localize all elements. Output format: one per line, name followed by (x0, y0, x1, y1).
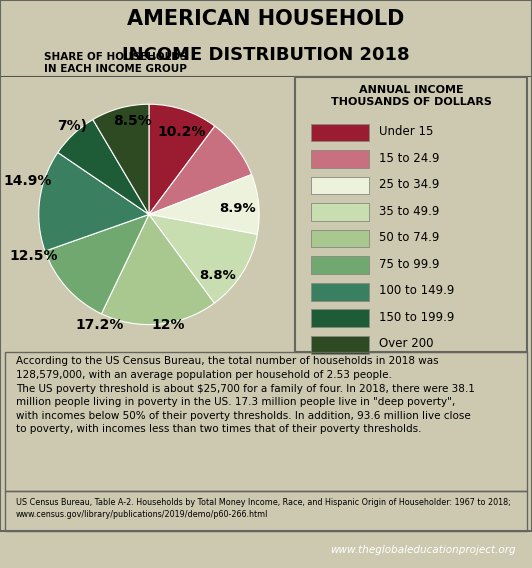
Bar (311, 203, 369, 221)
Text: 100 to 149.9: 100 to 149.9 (379, 285, 454, 298)
Text: 17.2%: 17.2% (75, 318, 123, 332)
Bar (311, 229, 369, 248)
Wedge shape (45, 214, 149, 314)
Wedge shape (149, 126, 252, 214)
Wedge shape (58, 120, 149, 214)
Text: 8.5%: 8.5% (113, 114, 152, 128)
Text: 8.9%: 8.9% (219, 202, 255, 215)
Text: 12.5%: 12.5% (9, 249, 57, 263)
Text: 12%: 12% (152, 318, 185, 332)
Text: 15 to 24.9: 15 to 24.9 (379, 152, 439, 165)
Wedge shape (39, 152, 149, 251)
Bar (311, 123, 369, 141)
Bar (311, 336, 369, 353)
Text: ANNUAL INCOME
THOUSANDS OF DOLLARS: ANNUAL INCOME THOUSANDS OF DOLLARS (330, 85, 492, 107)
Text: Over 200: Over 200 (379, 337, 433, 350)
Text: 25 to 34.9: 25 to 34.9 (379, 178, 439, 191)
Bar (311, 177, 369, 194)
Wedge shape (149, 214, 257, 303)
Text: 7%): 7%) (57, 119, 87, 133)
Bar (311, 256, 369, 274)
Wedge shape (149, 174, 259, 235)
Bar (311, 150, 369, 168)
Text: INCOME DISTRIBUTION 2018: INCOME DISTRIBUTION 2018 (122, 46, 410, 64)
Text: 10.2%: 10.2% (158, 125, 206, 139)
Text: 50 to 74.9: 50 to 74.9 (379, 231, 439, 244)
Text: 35 to 49.9: 35 to 49.9 (379, 205, 439, 218)
Text: US Census Bureau, Table A-2. Households by Total Money Income, Race, and Hispani: US Census Bureau, Table A-2. Households … (16, 499, 511, 519)
Wedge shape (102, 214, 214, 324)
Text: www.theglobaleducationproject.org: www.theglobaleducationproject.org (330, 545, 516, 554)
Text: 75 to 99.9: 75 to 99.9 (379, 258, 439, 271)
Text: Under 15: Under 15 (379, 126, 433, 138)
Wedge shape (93, 104, 149, 214)
Text: According to the US Census Bureau, the total number of households in 2018 was
12: According to the US Census Bureau, the t… (16, 356, 475, 435)
Text: AMERICAN HOUSEHOLD: AMERICAN HOUSEHOLD (127, 9, 405, 29)
Bar (311, 309, 369, 327)
Text: 14.9%: 14.9% (4, 174, 52, 189)
Text: 8.8%: 8.8% (200, 269, 236, 282)
Text: SHARE OF HOUSEHOLDS
IN EACH INCOME GROUP: SHARE OF HOUSEHOLDS IN EACH INCOME GROUP (44, 52, 188, 74)
Text: 150 to 199.9: 150 to 199.9 (379, 311, 454, 324)
Wedge shape (149, 104, 215, 214)
Bar (311, 283, 369, 300)
